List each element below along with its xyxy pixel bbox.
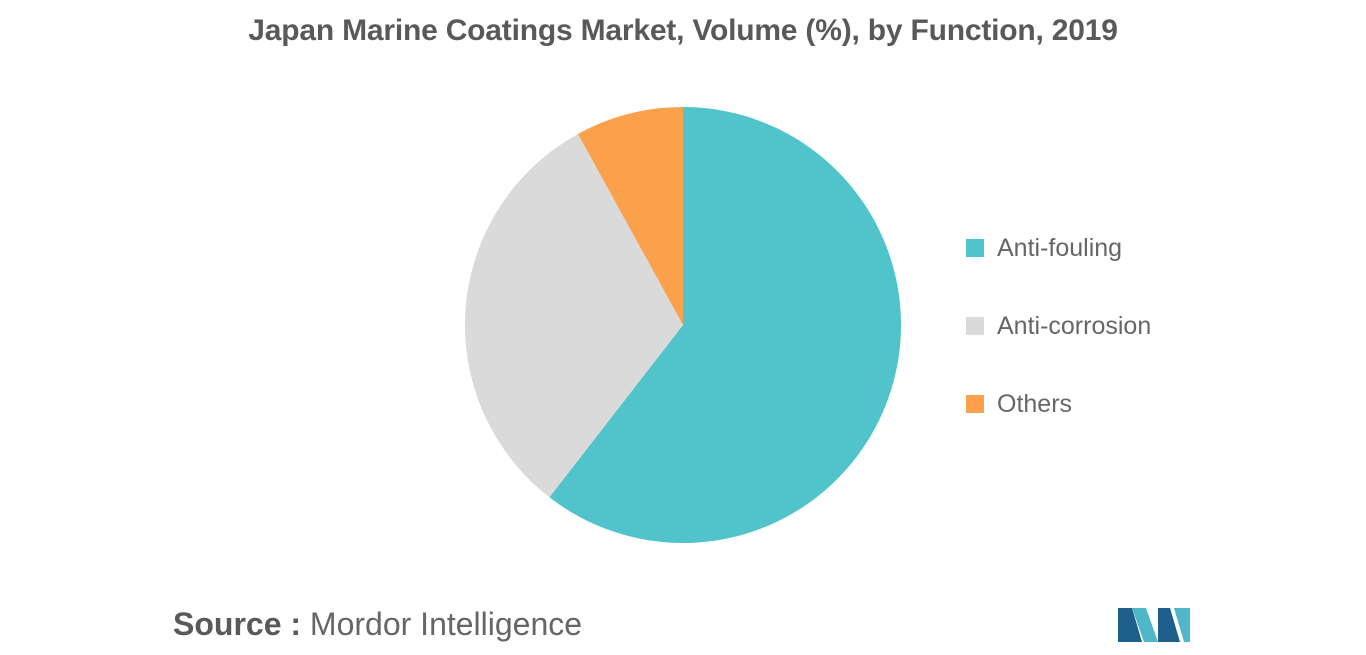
- pie-slice-anti-corrosion: [465, 133, 683, 498]
- mordor-intelligence-logo: [1118, 608, 1190, 642]
- logo-shape-1: [1118, 608, 1142, 642]
- legend-swatch-anti-corrosion: [966, 317, 984, 335]
- legend-label-anti-fouling: Anti-fouling: [997, 233, 1123, 262]
- pie-slice-others: [577, 107, 683, 325]
- legend-item-anti-fouling: Anti-fouling: [966, 228, 1151, 268]
- chart-legend: Anti-fouling Anti-corrosion Others: [966, 228, 1151, 462]
- logo-shape-4: [1174, 608, 1190, 642]
- legend-item-anti-corrosion: Anti-corrosion: [966, 306, 1151, 346]
- legend-label-others: Others: [997, 389, 1073, 418]
- source-label: Source :: [173, 606, 302, 642]
- source-text: Mordor Intelligence: [309, 606, 583, 642]
- chart-title: Japan Marine Coatings Market, Volume (%)…: [248, 14, 1118, 47]
- legend-item-others: Others: [966, 384, 1151, 424]
- pie-slice-anti-fouling: [549, 107, 902, 544]
- logo-shape-2: [1132, 608, 1158, 642]
- legend-label-anti-corrosion: Anti-corrosion: [997, 311, 1152, 340]
- source-note: Source : Mordor Intelligence: [173, 606, 582, 643]
- legend-swatch-others: [966, 395, 984, 413]
- logo-shape-3: [1158, 608, 1180, 642]
- legend-swatch-anti-fouling: [966, 239, 984, 257]
